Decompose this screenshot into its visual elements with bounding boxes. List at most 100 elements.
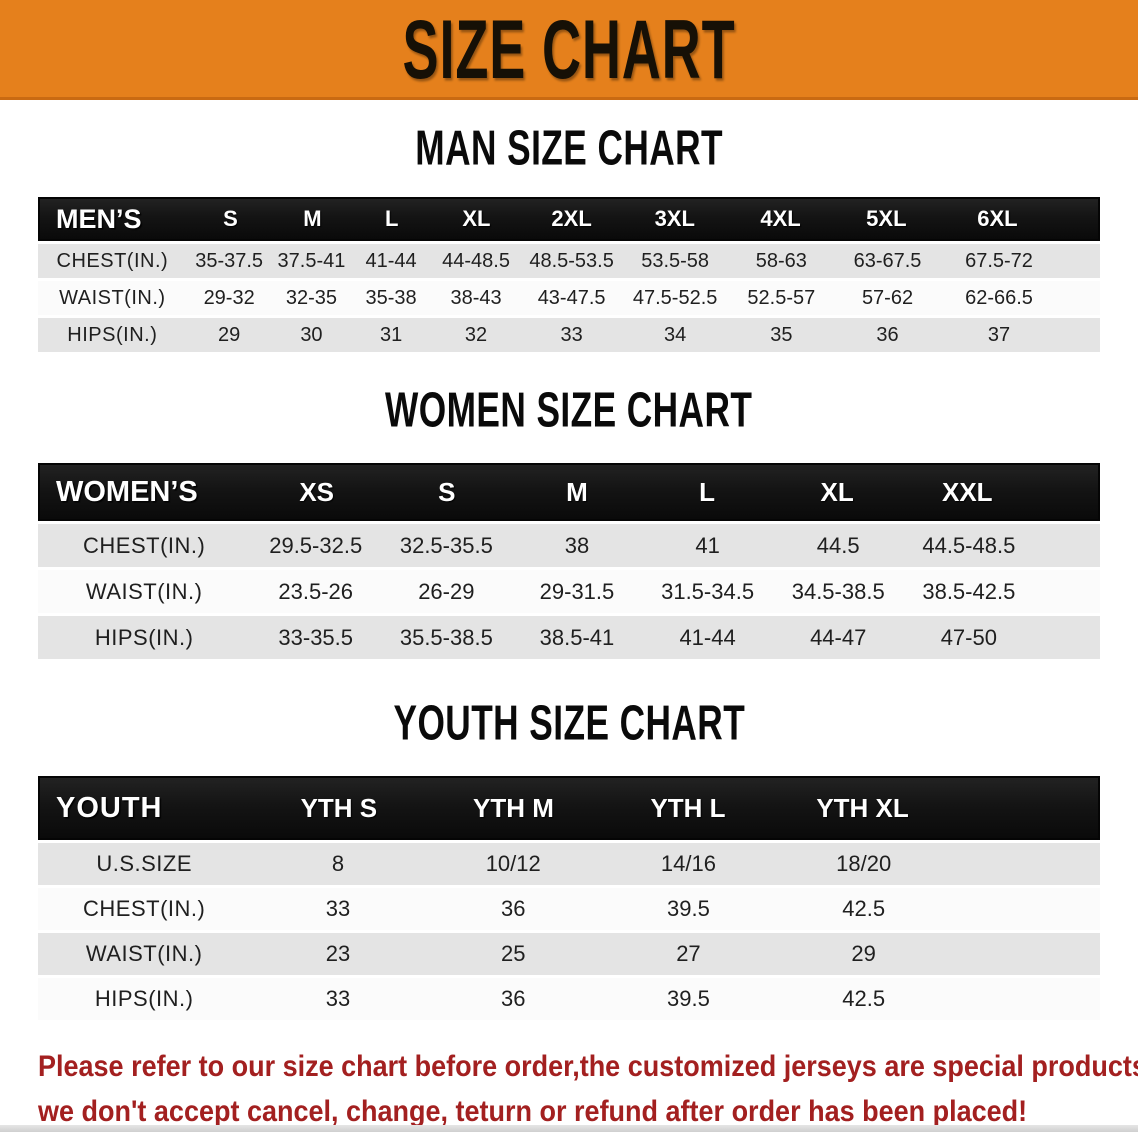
size-cell: 38.5-41: [539, 624, 615, 650]
size-cell: 31: [379, 323, 403, 346]
row-label: HIPS(IN.): [94, 624, 194, 650]
column-header: XL: [820, 476, 854, 507]
table-row: CHEST(IN.) 35-37.5 37.5-41 41-44 44-48.5 48.5…: [38, 244, 1100, 278]
banner: SIZE CHART: [0, 0, 1138, 100]
section-title-text: YOUTH SIZE CHART: [393, 694, 745, 751]
disclaimer-line-2: we don't accept cancel, change, teturn o…: [38, 1095, 1028, 1128]
table-row: U.S.SIZE 8 10/12 14/16 18/20: [38, 843, 1100, 885]
size-cell: 33: [325, 896, 351, 921]
table-row: HIPS(IN.) 33-35.5 35.5-38.5 38.5-41 41-44 44-…: [38, 616, 1100, 659]
section-title-text: WOMEN SIZE CHART: [385, 381, 753, 438]
section-title: YOUTH SIZE CHART: [0, 695, 1138, 754]
column-header: 3XL: [654, 206, 695, 231]
table-row: WAIST(IN.) 23.5-26 26-29 29-31.5 31.5-34.5 34…: [38, 570, 1100, 613]
section-title: MAN SIZE CHART: [0, 120, 1138, 179]
row-label: HIPS(IN.): [67, 323, 158, 346]
table-header-row: WOMEN’S XS S M L XL XXL: [38, 463, 1100, 521]
column-header: S: [223, 206, 238, 231]
table-row: HIPS(IN.) 33 36 39.5 42.5: [38, 978, 1100, 1020]
size-cell: 29: [851, 941, 876, 966]
column-header: 4XL: [760, 206, 801, 231]
column-header: YTH S: [300, 792, 378, 823]
column-header: 2XL: [551, 206, 592, 231]
size-cell: 44.5-48.5: [922, 532, 1016, 558]
header-group-label: WOMEN’S: [56, 475, 198, 508]
size-cell: 25: [500, 941, 526, 966]
size-cell: 33: [560, 323, 583, 346]
size-cell: 42.5: [842, 986, 886, 1011]
size-cell: 26-29: [418, 578, 475, 604]
column-header: YTH XL: [816, 792, 909, 823]
column-header: 5XL: [866, 206, 907, 231]
size-cell: 62-66.5: [965, 286, 1033, 309]
row-label: CHEST(IN.): [83, 896, 206, 921]
size-cell: 29.5-32.5: [269, 532, 363, 558]
table-header-row: YOUTH YTH S YTH M YTH L YTH XL: [38, 776, 1100, 840]
size-cell: 58-63: [755, 249, 807, 272]
column-header: L: [385, 206, 399, 231]
column-header: M: [303, 206, 322, 231]
size-cell: 47-50: [940, 624, 997, 650]
size-cell: 31.5-34.5: [661, 578, 755, 604]
sections: MAN SIZE CHART MEN’S S M L XL 2XL 3XL 4XL 5XL 6XL C…: [0, 120, 1138, 1020]
section-title-text: MAN SIZE CHART: [415, 119, 723, 176]
size-cell: 57-62: [861, 286, 914, 309]
table-row: CHEST(IN.) 33 36 39.5 42.5: [38, 888, 1100, 930]
size-cell: 38.5-42.5: [922, 578, 1016, 604]
size-cell: 41: [695, 532, 720, 558]
size-cell: 48.5-53.5: [529, 249, 614, 272]
size-cell: 41-44: [679, 624, 736, 650]
table-row: HIPS(IN.) 29 30 31 32 33 34 35 36 37: [38, 318, 1100, 352]
size-cell: 32.5-35.5: [399, 532, 493, 558]
size-cell: 30: [300, 323, 323, 346]
size-cell: 33: [325, 986, 351, 1011]
row-label: WAIST(IN.): [85, 578, 203, 604]
size-cell: 34: [664, 323, 687, 346]
column-header: S: [438, 476, 456, 507]
size-cell: 18/20: [836, 851, 892, 876]
size-cell: 35-37.5: [195, 249, 264, 272]
size-cell: 47.5-52.5: [632, 286, 718, 309]
row-label: HIPS(IN.): [94, 986, 194, 1011]
size-cell: 38-43: [450, 286, 502, 309]
bottom-strip: [0, 1125, 1138, 1132]
size-cell: 67.5-72: [965, 249, 1033, 272]
size-cell: 38: [564, 532, 590, 558]
women-size-table: WOMEN’S XS S M L XL XXL CHEST(IN.) 29.5-32.5 32.5…: [38, 463, 1100, 659]
size-cell: 29: [218, 323, 241, 346]
size-cell: 32: [464, 323, 488, 346]
size-cell: 35: [770, 323, 793, 346]
size-cell: 33-35.5: [278, 624, 354, 650]
men-size-table: MEN’S S M L XL 2XL 3XL 4XL 5XL 6XL CHEST(IN.) 35-37…: [38, 197, 1100, 352]
size-cell: 44-48.5: [442, 249, 510, 272]
size-cell: 63-67.5: [853, 249, 922, 272]
section-title: WOMEN SIZE CHART: [0, 382, 1138, 441]
size-cell: 53.5-58: [641, 249, 710, 272]
size-cell: 23: [325, 941, 351, 966]
table-row: WAIST(IN.) 29-32 32-35 35-38 38-43 43-47.5 47.…: [38, 281, 1100, 315]
size-cell: 36: [500, 986, 526, 1011]
size-cell: 37: [987, 323, 1011, 346]
size-cell: 41-44: [365, 249, 417, 272]
header-group-label: MEN’S: [56, 203, 142, 234]
size-cell: 35-38: [365, 286, 417, 309]
size-cell: 35.5-38.5: [399, 624, 493, 650]
section-youth: YOUTH SIZE CHART YOUTH YTH S YTH M YTH L YTH …: [0, 695, 1138, 1020]
table-row: CHEST(IN.) 29.5-32.5 32.5-35.5 38 41 44.5 44.5…: [38, 524, 1100, 567]
size-cell: 36: [500, 896, 526, 921]
banner-title: SIZE CHART: [402, 1, 736, 96]
row-label: U.S.SIZE: [96, 851, 193, 876]
column-header: YTH M: [472, 792, 554, 823]
size-cell: 36: [876, 323, 899, 346]
size-cell: 43-47.5: [537, 286, 606, 309]
section-women: WOMEN SIZE CHART WOMEN’S XS S M L XL XXL CHEST(I…: [0, 382, 1138, 659]
column-header: XXL: [941, 476, 993, 507]
section-men: MAN SIZE CHART MEN’S S M L XL 2XL 3XL 4XL 5XL 6XL C…: [0, 120, 1138, 352]
column-header: YTH L: [650, 792, 726, 823]
column-header: L: [699, 476, 715, 507]
table-header-row: MEN’S S M L XL 2XL 3XL 4XL 5XL 6XL: [38, 197, 1100, 241]
size-cell: 34.5-38.5: [791, 578, 885, 604]
table-row: WAIST(IN.) 23 25 27 29: [38, 933, 1100, 975]
row-label: WAIST(IN.): [59, 286, 166, 309]
disclaimer-line-1: Please refer to our size chart before or…: [38, 1050, 1138, 1083]
